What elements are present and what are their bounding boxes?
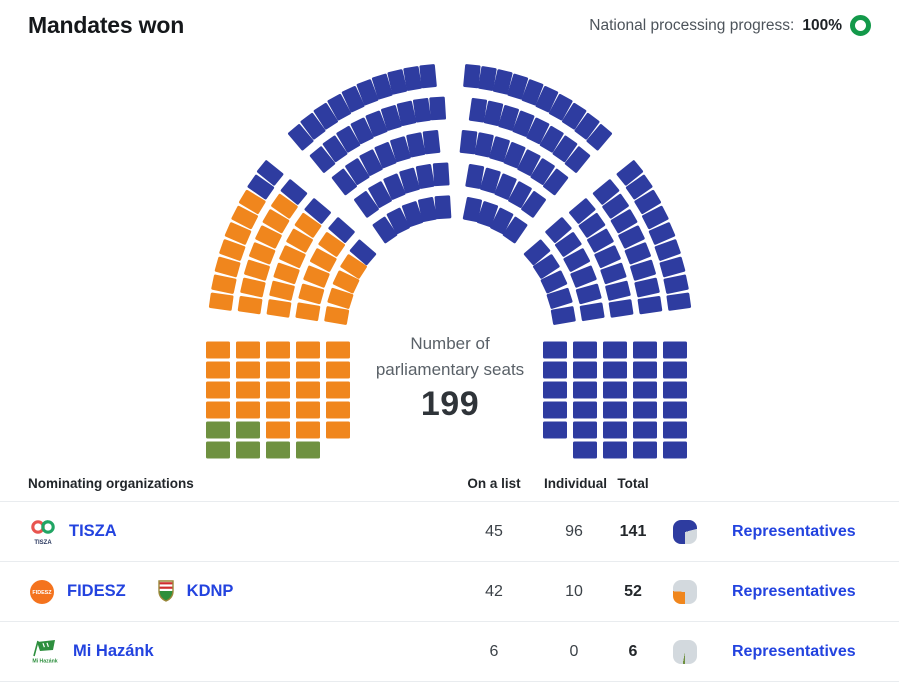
- org-tisza: TISZA TISZA: [28, 518, 117, 546]
- parliament-chart-section: Number of parliamentary seats 199: [0, 45, 899, 460]
- page-title: Mandates won: [28, 12, 185, 38]
- table-header-row: Nominating organizations On a list Indiv…: [0, 460, 899, 502]
- total-value: 6: [628, 642, 638, 660]
- org-kdnp: KDNP: [156, 579, 234, 605]
- progress-ring-icon: [850, 15, 871, 36]
- table-row-tisza: TISZA TISZA 45 96 141 Representatives: [0, 502, 899, 562]
- party-link-tisza[interactable]: TISZA: [69, 522, 117, 540]
- representatives-cell: Representatives: [708, 523, 871, 541]
- representatives-cell: Representatives: [708, 583, 871, 601]
- panel-header: Mandates won National processing progres…: [0, 0, 899, 45]
- org-fidesz: FIDESZ FIDESZ: [28, 578, 126, 606]
- seat-share-cell: [662, 639, 708, 664]
- representatives-link-fidesz[interactable]: Representatives: [732, 582, 856, 600]
- seat-share-icon: [673, 639, 697, 664]
- table-body: TISZA TISZA 45 96 141 Representatives FIDESZ…: [0, 502, 899, 682]
- org-cell: Mi Hazánk Mi Hazánk: [28, 639, 444, 665]
- svg-text:Mi Hazánk: Mi Hazánk: [32, 658, 57, 664]
- processing-progress: National processing progress: 100%: [589, 15, 871, 36]
- seats-fidesz-kdnp: [206, 189, 367, 439]
- chart-center-label: Number of parliamentary seats 199: [375, 331, 525, 424]
- fidesz-logo-icon: FIDESZ: [30, 579, 54, 604]
- org-mi-haz-nk: Mi Hazánk Mi Hazánk: [28, 639, 154, 665]
- seats-total-value: 199: [420, 385, 480, 423]
- org-cell: TISZA TISZA: [28, 518, 444, 546]
- results-table: Nominating organizations On a list Indiv…: [0, 460, 899, 682]
- seats-mi-hazank: [206, 421, 320, 459]
- on-list-value: 42: [485, 582, 503, 600]
- individual-value: 10: [565, 582, 583, 600]
- tisza-logo-icon: TISZA: [31, 519, 55, 546]
- on-list-value: 45: [485, 522, 503, 540]
- progress-value: 100%: [802, 16, 842, 34]
- seats-caption: Number of parliamentary seats: [375, 334, 525, 379]
- individual-value: 0: [569, 642, 579, 660]
- total-value: 141: [619, 522, 647, 540]
- table-row-fidesz: FIDESZ FIDESZ KDNP 42 10 52 Representatives: [0, 562, 899, 622]
- col-header-on-list: On a list: [467, 476, 521, 491]
- col-header-orgs: Nominating organizations: [28, 476, 194, 491]
- seat-share-icon: [673, 519, 697, 544]
- seat-share-cell: [662, 519, 708, 544]
- hemicycle-chart: [206, 64, 692, 459]
- mi-hazank-logo-icon: Mi Hazánk: [32, 639, 58, 664]
- party-link-mi-haz-nk[interactable]: Mi Hazánk: [73, 642, 154, 660]
- total-value: 52: [624, 582, 642, 600]
- org-cell: FIDESZ FIDESZ KDNP: [28, 578, 444, 606]
- col-header-total: Total: [617, 476, 649, 491]
- table-row-mi-haz-nk: Mi Hazánk Mi Hazánk 6 0 6 Representatives: [0, 622, 899, 682]
- representatives-cell: Representatives: [708, 643, 871, 661]
- kdnp-logo-icon: [157, 579, 174, 602]
- svg-text:FIDESZ: FIDESZ: [32, 590, 52, 596]
- svg-text:TISZA: TISZA: [34, 540, 52, 546]
- progress-label: National processing progress:: [589, 16, 795, 34]
- representatives-link-tisza[interactable]: Representatives: [732, 522, 856, 540]
- seats-tisza: [247, 64, 692, 459]
- party-link-kdnp[interactable]: KDNP: [186, 582, 234, 600]
- party-link-fidesz[interactable]: FIDESZ: [67, 582, 126, 600]
- seat-share-cell: [662, 579, 708, 604]
- representatives-link-mi-haz-nk[interactable]: Representatives: [732, 642, 856, 660]
- seat-share-icon: [673, 579, 697, 604]
- individual-value: 96: [565, 522, 583, 540]
- col-header-individual: Individual: [544, 476, 608, 491]
- on-list-value: 6: [489, 642, 499, 660]
